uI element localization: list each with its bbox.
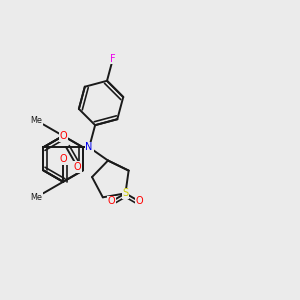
- Text: O: O: [108, 196, 116, 206]
- Text: O: O: [59, 154, 67, 164]
- Text: O: O: [59, 131, 67, 141]
- Text: S: S: [122, 188, 128, 198]
- Text: N: N: [85, 142, 93, 152]
- Text: Me: Me: [30, 116, 42, 125]
- Text: F: F: [110, 54, 116, 64]
- Text: O: O: [135, 196, 143, 206]
- Text: Me: Me: [30, 193, 42, 202]
- Text: O: O: [74, 162, 82, 172]
